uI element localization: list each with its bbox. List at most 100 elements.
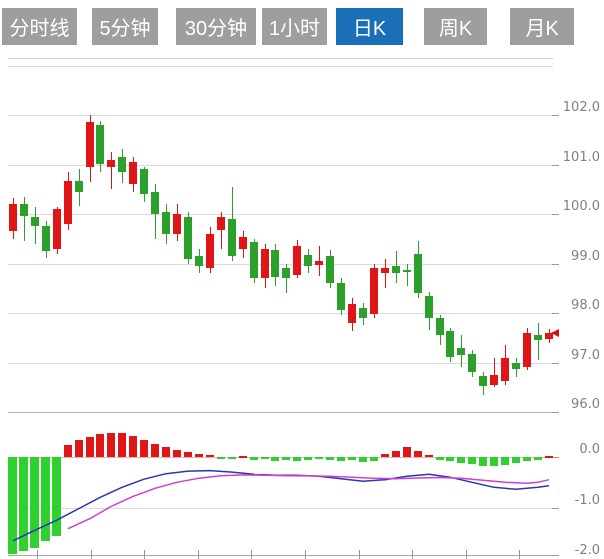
macd-histogram-bar-positive: [425, 455, 433, 457]
candle-body-up: [381, 268, 389, 274]
candle-wick: [24, 196, 25, 242]
macd-histogram-bar-negative: [468, 457, 476, 465]
macd-histogram-bar-negative: [512, 457, 520, 464]
macd-axis-tick: [552, 555, 559, 556]
tab-period-6[interactable]: 月K: [510, 8, 574, 45]
macd-histogram-bar-positive: [392, 450, 400, 457]
candle-body-down: [534, 335, 542, 341]
candle-body-down: [75, 180, 83, 192]
candle-body-down: [140, 169, 148, 195]
macd-histogram-bar-positive: [129, 435, 137, 457]
chart-top-border: [8, 58, 553, 59]
candle-wick: [538, 322, 539, 360]
macd-histogram-bar-negative: [52, 457, 61, 536]
candle-body-down: [392, 266, 400, 274]
candle-body-up: [206, 233, 214, 269]
macd-histogram-bar-negative: [250, 457, 258, 460]
candle-body-down: [479, 375, 487, 387]
candle-body-up: [129, 162, 137, 185]
price-gridline-103: [8, 66, 553, 67]
macd-histogram-bar-positive: [118, 432, 126, 457]
period-tabbar: 分时线 5分钟 30分钟 1小时 日K 周K 月K: [0, 0, 604, 52]
tab-period-5[interactable]: 周K: [424, 8, 487, 45]
candle-body-up: [107, 159, 115, 167]
price-gridline-99: [8, 264, 553, 265]
macd-histogram-bar-negative: [293, 457, 301, 461]
candle-body-down: [304, 255, 312, 266]
chart-panel[interactable]: 102.0 101.0 100.0 99.0 98.0 97.0 96.0 0.0 -1.0 -…: [0, 52, 604, 559]
price-axis-tick: [552, 363, 559, 364]
candle-body-down: [228, 218, 236, 256]
tab-period-2[interactable]: 30分钟: [176, 8, 256, 45]
macd-axis-label: -1.0: [574, 493, 600, 508]
macd-histogram-bar-positive: [151, 443, 159, 457]
tab-period-4[interactable]: 日K: [336, 8, 403, 45]
price-axis-label: 100.0: [562, 199, 600, 214]
candle-body-up: [315, 261, 323, 265]
price-gridline-98: [8, 313, 553, 314]
candle-body-down: [118, 157, 126, 172]
candle-body-down: [184, 216, 192, 259]
candle-wick: [111, 152, 112, 190]
candle-body-up: [545, 332, 553, 340]
macd-histogram-bar-negative: [446, 457, 454, 461]
macd-histogram-bar-negative: [228, 457, 236, 459]
candle-wick: [221, 211, 222, 249]
macd-histogram-bar-positive: [64, 444, 72, 457]
candle-body-down: [271, 249, 279, 277]
macd-axis-tick: [552, 457, 559, 458]
candle-body-down: [337, 283, 345, 311]
candle-body-down: [250, 242, 258, 279]
candle-wick: [494, 357, 495, 388]
macd-histogram-bar-positive: [403, 446, 411, 457]
macd-histogram-bar-negative: [30, 457, 39, 548]
tab-period-0[interactable]: 分时线: [2, 8, 77, 45]
last-price-marker-icon: [551, 328, 559, 337]
candle-body-down: [457, 347, 465, 356]
macd-histogram-bar-positive: [173, 449, 181, 457]
macd-histogram-bar-negative: [479, 457, 487, 466]
x-axis-tick: [519, 550, 520, 559]
tab-period-1[interactable]: 5分钟: [92, 8, 158, 45]
price-axis-tick: [552, 115, 559, 116]
bottom-axis-line: [8, 555, 553, 556]
macd-zero-line: [8, 457, 553, 458]
macd-histogram-bar-positive: [96, 433, 104, 457]
candle-body-down: [512, 362, 520, 369]
price-axis-tick: [552, 165, 559, 166]
candle-body-up: [348, 304, 356, 323]
candle-body-down: [326, 256, 334, 284]
price-axis-label: 96.0: [571, 397, 600, 412]
macd-histogram-bar-negative: [359, 457, 367, 462]
tab-period-3[interactable]: 1小时: [262, 8, 327, 45]
candle-wick: [385, 258, 386, 289]
candle-body-down: [414, 253, 422, 294]
price-gridline-101: [8, 165, 553, 166]
macd-histogram-bar-positive: [162, 446, 170, 457]
macd-histogram-bar-negative: [534, 457, 542, 460]
macd-histogram-bar-negative: [41, 457, 50, 541]
price-axis-tick: [552, 313, 559, 314]
candle-body-up: [173, 214, 181, 234]
candle-wick: [407, 263, 408, 286]
macd-histogram-bar-negative: [436, 457, 444, 460]
candle-body-down: [31, 216, 39, 227]
x-axis-tick: [144, 550, 145, 559]
macd-histogram-bar-negative: [261, 457, 269, 459]
candle-body-down: [195, 256, 203, 266]
x-axis-tick: [251, 550, 252, 559]
candle-body-down: [20, 204, 28, 217]
candle-body-up: [293, 246, 301, 276]
macd-histogram-bar-positive: [195, 453, 203, 457]
macd-lines-layer: [12, 469, 550, 542]
candle-body-down: [403, 270, 411, 273]
x-axis-tick: [198, 550, 199, 559]
price-axis-label: 101.0: [562, 150, 600, 165]
macd-histogram-bar-negative: [348, 457, 356, 460]
candle-body-down: [282, 268, 290, 279]
price-gridline-96: [8, 412, 553, 413]
candle-body-down: [96, 124, 104, 165]
macd-histogram-bar-positive: [107, 432, 115, 457]
candle-body-down: [359, 308, 367, 318]
macd-histogram-bar-positive: [75, 439, 83, 457]
